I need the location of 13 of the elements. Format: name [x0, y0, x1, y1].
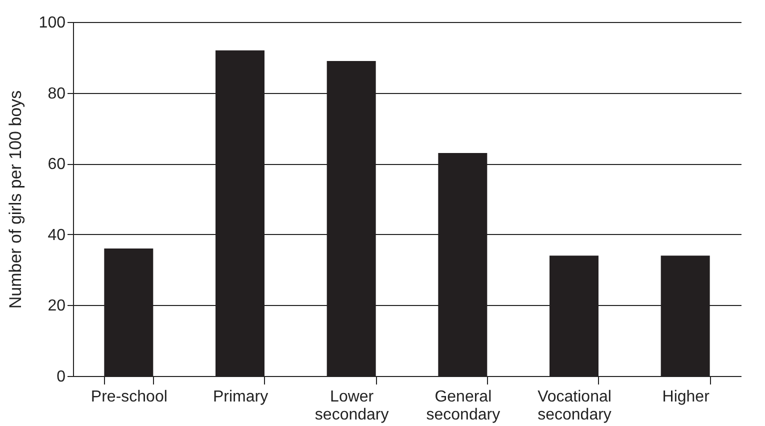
x-tick-label: Vocational secondary [538, 388, 612, 424]
y-tick-label: 100 [38, 14, 66, 32]
x-tick-label: Higher [662, 388, 710, 406]
x-tick-label: Primary [212, 388, 268, 406]
y-axis-title: Number of girls per 100 boys [6, 90, 25, 309]
x-tick-label: Pre-school [90, 388, 168, 406]
y-tick-label: 40 [48, 226, 66, 244]
y-tick-label: 80 [48, 85, 66, 102]
y-tick-label: 0 [56, 368, 66, 386]
x-tick-label: General secondary [426, 388, 500, 424]
y-tick-label: 60 [48, 156, 66, 174]
x-tick-label: Lower secondary [314, 388, 389, 424]
y-tick-label: 20 [48, 298, 66, 315]
